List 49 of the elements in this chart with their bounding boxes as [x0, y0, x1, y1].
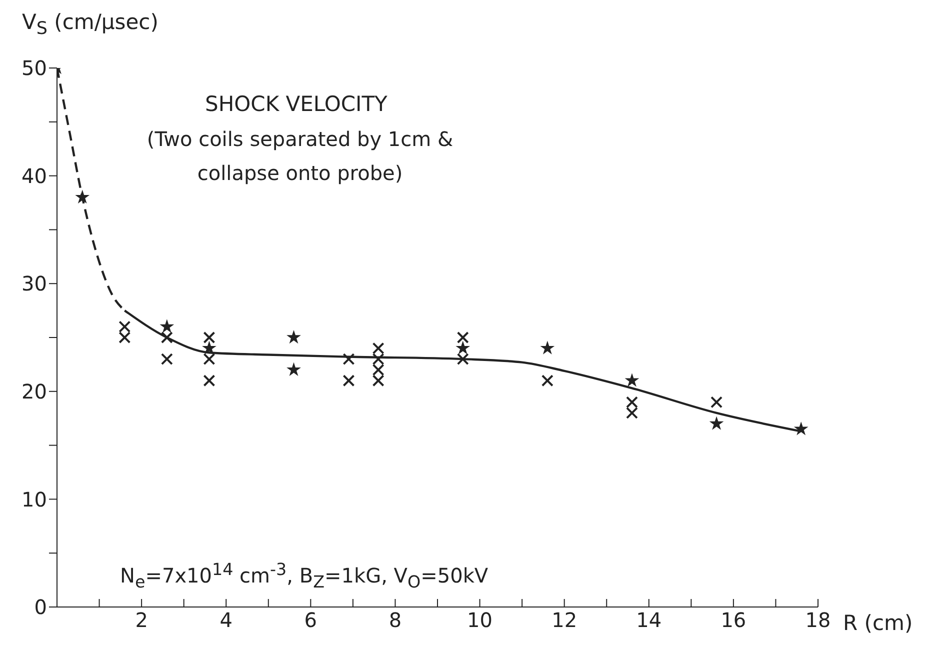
- point: [118, 332, 131, 344]
- point: [372, 342, 384, 354]
- point: [456, 353, 469, 366]
- text: (Two coils separated by 1cm & collapse onto probe): [146, 126, 454, 187]
- point: [160, 332, 173, 344]
- x-tick-label: 16: [720, 608, 746, 632]
- x-tick-label: 4: [220, 608, 232, 632]
- y-axis-title: V$_{S}$ (cm/μsec): [22, 10, 158, 40]
- point: [372, 364, 384, 376]
- point: [541, 374, 554, 387]
- point: [75, 190, 90, 204]
- x-tick-label: 10: [467, 608, 493, 632]
- x-tick-label: 6: [304, 608, 318, 632]
- y-tick-label: 40: [22, 164, 47, 188]
- point: [160, 319, 174, 333]
- x-tick-label: 14: [636, 608, 662, 632]
- point: [626, 396, 638, 408]
- point: [709, 416, 724, 430]
- point: [202, 340, 216, 354]
- y-tick-label: 50: [22, 56, 47, 80]
- x-tick-label: 2: [135, 608, 148, 632]
- y-tick-label: 10: [22, 487, 47, 512]
- text: SHOCK VELOCITY: [205, 92, 388, 116]
- point: [456, 332, 469, 344]
- point: [540, 340, 555, 354]
- point: [624, 373, 640, 387]
- point: [372, 374, 384, 387]
- y-tick-label: 30: [22, 272, 47, 296]
- point: [456, 340, 470, 354]
- text: N$_{e}$=7x10$^{14}$ cm$^{-3}$, B$_{Z}$=1kG, V$_{O}$=50kV: [120, 560, 488, 592]
- point: [372, 353, 384, 366]
- point: [286, 330, 301, 344]
- point: [203, 374, 216, 387]
- point: [118, 320, 131, 333]
- x-tick-label: 18: [805, 608, 831, 632]
- x-axis-title: R (cm): [843, 611, 913, 635]
- point: [342, 353, 355, 366]
- point: [160, 353, 173, 366]
- point: [710, 396, 723, 408]
- y-tick-label: 20: [22, 380, 47, 404]
- point: [203, 353, 216, 366]
- point: [342, 374, 355, 387]
- point: [626, 406, 638, 419]
- x-tick-label: 8: [388, 608, 402, 632]
- point: [203, 332, 216, 344]
- x-tick-label: 12: [552, 608, 578, 632]
- point: [286, 362, 301, 376]
- point: [794, 422, 808, 436]
- y-tick-label: 0: [34, 595, 47, 620]
